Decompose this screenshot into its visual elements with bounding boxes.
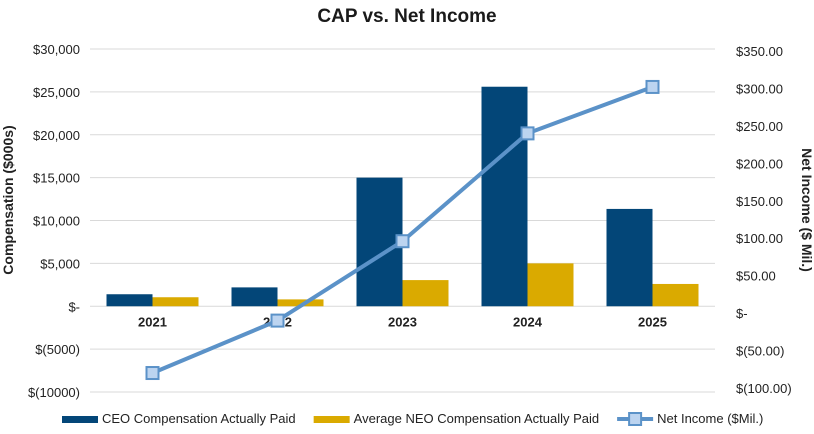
net-income-marker — [645, 79, 660, 94]
ceo-cap-bar — [481, 86, 528, 307]
right-axis-title: Net Income ($ Mil.) — [799, 148, 814, 272]
neo-cap-bar — [527, 263, 574, 307]
right-tick-label: $150.00 — [736, 194, 783, 209]
neo-cap-bar — [152, 297, 199, 307]
neo-cap-bar — [402, 280, 449, 307]
left-axis-title: Compensation ($000s) — [0, 125, 16, 274]
category-labels: 20212022202320242025 — [138, 314, 667, 329]
right-tick-label: $100.00 — [736, 231, 783, 246]
right-tick-label: $350.00 — [736, 44, 783, 59]
ceo-cap-bar — [106, 294, 153, 307]
net-income-marker — [395, 234, 410, 249]
left-axis-ticks: $30,000 $25,000 $20,000 $15,000 $10,000 $5,00… — [28, 42, 80, 400]
right-axis-ticks: $350.00 $300.00 $250.00 $200.00 $150.00 $100.… — [736, 44, 792, 396]
legend: CEO Compensation Actually Paid Average NE… — [62, 411, 763, 426]
left-tick-label: $- — [68, 299, 80, 314]
chart-title: CAP vs. Net Income — [317, 6, 496, 27]
legend-label: Average NEO Compensation Actually Paid — [354, 411, 599, 426]
left-tick-label: $5,000 — [40, 256, 80, 271]
category-label: 2024 — [513, 314, 543, 329]
legend-item: Average NEO Compensation Actually Paid — [313, 411, 599, 426]
category-label: 2025 — [638, 314, 667, 329]
net-income-line — [145, 79, 660, 381]
right-tick-label: $(50.00) — [736, 344, 784, 359]
right-tick-label: $200.00 — [736, 156, 783, 171]
net-income-marker — [520, 126, 535, 141]
net-income-marker — [145, 366, 160, 381]
left-tick-label: $15,000 — [33, 171, 80, 186]
right-tick-label: $(100.00) — [736, 381, 792, 396]
legend-item: Net Income ($Mil.) — [617, 411, 763, 426]
category-label: 2021 — [138, 314, 167, 329]
right-tick-label: $300.00 — [736, 81, 783, 96]
legend-swatch-neo — [313, 416, 350, 423]
left-tick-label: $30,000 — [33, 42, 80, 57]
right-tick-label: $50.00 — [736, 269, 776, 284]
neo-cap-bar — [652, 283, 699, 307]
category-label: 2023 — [388, 314, 417, 329]
legend-label: Net Income ($Mil.) — [657, 411, 763, 426]
left-tick-label: $(5000) — [35, 342, 80, 357]
left-tick-label: $25,000 — [33, 85, 80, 100]
ceo-cap-bar — [231, 287, 278, 307]
legend-item: CEO Compensation Actually Paid — [62, 411, 296, 426]
ceo-cap-bar — [356, 177, 403, 307]
legend-label: CEO Compensation Actually Paid — [102, 411, 296, 426]
bars — [106, 86, 699, 307]
left-tick-label: $20,000 — [33, 128, 80, 143]
right-tick-label: $250.00 — [736, 119, 783, 134]
neo-cap-bar — [277, 299, 324, 307]
left-tick-label: $10,000 — [33, 214, 80, 229]
net-income-marker — [270, 313, 285, 328]
left-tick-label: $(10000) — [28, 385, 80, 400]
ceo-cap-bar — [606, 208, 653, 307]
legend-marker-icon — [628, 412, 643, 426]
right-tick-label: $- — [736, 306, 748, 321]
legend-swatch-ceo — [62, 416, 98, 423]
